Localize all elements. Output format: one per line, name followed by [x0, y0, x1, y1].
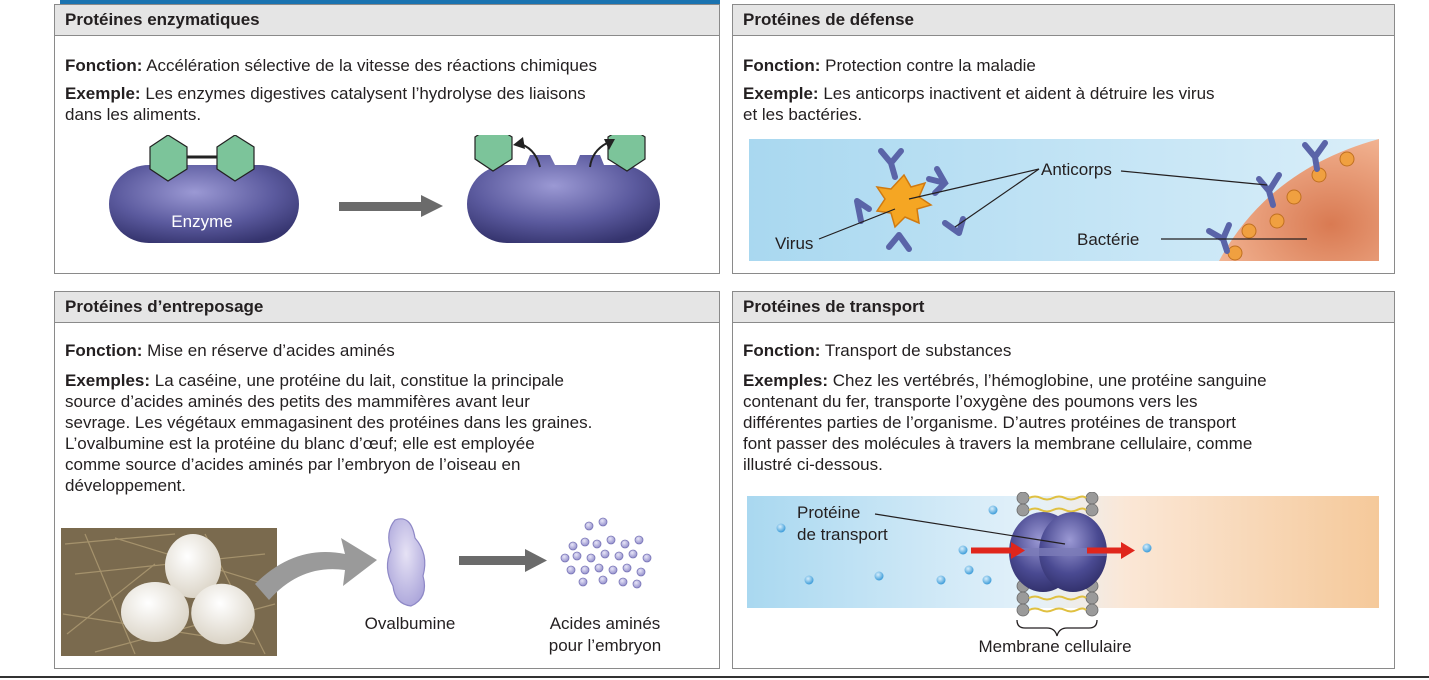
example-line-4: font passer des molécules à travers la m… — [743, 434, 1253, 453]
transport-illustration: Protéine de transport Membrane cellulair… — [747, 492, 1379, 656]
example-text: Exemples: Chez les vertébrés, l’hémoglob… — [743, 370, 1267, 475]
panel-defense-proteins: Protéines de défense Fonction: Protectio… — [732, 4, 1395, 274]
panel-storage-proteins: Protéines d’entreposage Fonction: Mise e… — [54, 291, 720, 669]
function-text: Fonction: Accélération sélective de la v… — [65, 55, 597, 76]
curved-arrow — [255, 538, 377, 600]
example-text: Exemple: Les anticorps inactivent et aid… — [743, 83, 1215, 125]
example-line-6: développement. — [65, 476, 186, 495]
amino-acid-dots — [560, 517, 652, 589]
function-text: Fonction: Mise en réserve d’acides aminé… — [65, 340, 395, 361]
panel-title: Protéines enzymatiques — [55, 5, 719, 36]
example-label: Exemple: — [65, 84, 141, 103]
function-value: Accélération sélective de la vitesse des… — [146, 56, 597, 75]
membrane-bracket — [1016, 619, 1098, 637]
antibodies-on-bacterium — [1206, 140, 1328, 254]
example-label: Exemples: — [65, 371, 151, 390]
virus-complex — [854, 148, 966, 252]
enzyme-products — [467, 135, 660, 243]
panel-enzymatic-proteins: Protéines enzymatiques Fonction: Accélér… — [54, 4, 720, 274]
example-line-2: contenant du fer, transporte l’oxygène d… — [743, 392, 1198, 411]
function-text: Fonction: Protection contre la maladie — [743, 55, 1036, 76]
example-label: Exemples: — [743, 371, 829, 390]
egg — [165, 534, 221, 598]
example-line-4: L’ovalbumine est la protéine du blanc d’… — [65, 434, 535, 453]
channel — [1011, 548, 1107, 556]
panel-title: Protéines de défense — [733, 5, 1394, 36]
antibody-illustration: Anticorps Virus Bactérie — [749, 139, 1379, 261]
label-ovalbumine: Ovalbumine — [365, 614, 456, 633]
enzyme-substrate-complex: Enzyme — [109, 135, 299, 243]
egg — [121, 582, 189, 642]
egg — [191, 583, 255, 645]
example-line-1: Chez les vertébrés, l’hémoglobine, une p… — [832, 371, 1267, 390]
example-line-5: illustré ci-dessous. — [743, 455, 883, 474]
enzyme-label: Enzyme — [171, 212, 232, 231]
label-acides-2: pour l’embryon — [549, 636, 661, 655]
function-text: Fonction: Transport de substances — [743, 340, 1011, 361]
label-proteine-2: de transport — [797, 525, 888, 544]
enzyme-shape-empty — [467, 155, 660, 243]
function-value: Transport de substances — [824, 341, 1012, 360]
function-label: Fonction: — [65, 341, 143, 360]
example-line-3: sevrage. Les végétaux emmagasinent des p… — [65, 413, 593, 432]
example-text: Exemples: La caséine, une protéine du la… — [65, 370, 592, 496]
example-line-1: La caséine, une protéine du lait, consti… — [154, 371, 564, 390]
eggs-photo — [61, 528, 277, 656]
example-line-2: source d’acides aminés des petits des ma… — [65, 392, 530, 411]
transport-arrows — [971, 542, 1135, 559]
enzyme-shape — [109, 165, 299, 243]
example-line-3: différentes parties de l’organisme. D’au… — [743, 413, 1236, 432]
function-label: Fonction: — [743, 341, 821, 360]
example-line-1: Les anticorps inactivent et aident à dét… — [823, 84, 1215, 103]
panel-title: Protéines d’entreposage — [55, 292, 719, 323]
function-value: Mise en réserve d’acides aminés — [147, 341, 395, 360]
example-text: Exemple: Les enzymes digestives catalyse… — [65, 83, 586, 125]
function-value: Protection contre la maladie — [825, 56, 1036, 75]
label-bacterie: Bactérie — [1077, 230, 1139, 249]
top-accent-line — [60, 0, 720, 4]
storage-illustration: Ovalbumine Acides aminés pour l’embryon — [61, 517, 661, 656]
example-line-1: Les enzymes digestives catalysent l’hydr… — [145, 84, 586, 103]
product-hexagon-left — [474, 135, 513, 172]
substrate-hexagon-right — [216, 135, 255, 182]
example-label: Exemple: — [743, 84, 819, 103]
substrate-hexagon-left — [149, 135, 188, 182]
bottom-rule — [0, 676, 1429, 678]
example-line-5: comme source d’acides aminés par l’embry… — [65, 455, 521, 474]
label-proteine-1: Protéine — [797, 503, 860, 522]
reaction-arrow — [339, 195, 443, 217]
straight-arrow — [459, 549, 547, 572]
virus — [875, 173, 933, 229]
release-arrow-right — [589, 142, 608, 168]
ovalbumin — [386, 518, 426, 607]
example-line-2: et les bactéries. — [743, 105, 863, 124]
example-line-2: dans les aliments. — [65, 105, 202, 124]
function-label: Fonction: — [743, 56, 821, 75]
enzyme-illustration: Enzyme — [109, 135, 660, 243]
panel-title: Protéines de transport — [733, 292, 1394, 323]
label-membrane: Membrane cellulaire — [978, 637, 1131, 656]
panel-transport-proteins: Protéines de transport Fonction: Transpo… — [732, 291, 1395, 669]
label-virus: Virus — [775, 234, 813, 253]
label-acides-1: Acides aminés — [550, 614, 661, 633]
molecules — [776, 505, 1152, 585]
product-hexagon-right — [607, 135, 646, 172]
label-anticorps: Anticorps — [1041, 160, 1112, 179]
function-label: Fonction: — [65, 56, 143, 75]
